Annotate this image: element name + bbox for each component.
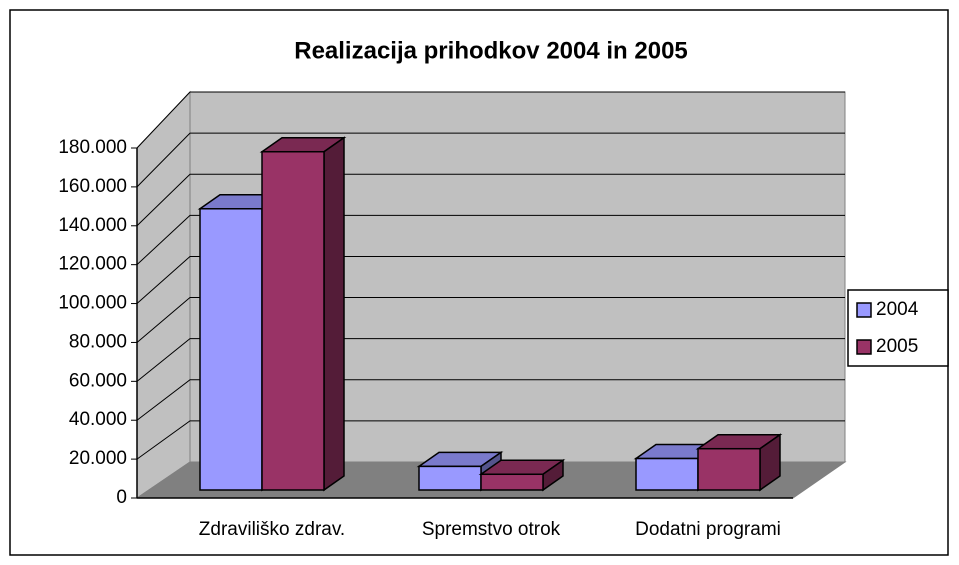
- y-tick-label: 20.000: [69, 448, 127, 469]
- x-tick-label: Spremstvo otrok: [422, 519, 561, 540]
- y-tick-label: 0: [116, 487, 127, 508]
- legend-label: 2004: [876, 299, 919, 320]
- y-tick-label: 180.000: [58, 137, 127, 158]
- bar: [480, 473, 544, 491]
- bar: [199, 208, 263, 491]
- y-tick-label: 100.000: [58, 293, 127, 314]
- bar: [635, 457, 699, 491]
- grid-line: [136, 173, 845, 227]
- y-tick-label: 40.000: [69, 409, 127, 430]
- bar: [418, 465, 482, 491]
- y-tick-label: 60.000: [69, 370, 127, 391]
- grid-line: [136, 91, 845, 149]
- grid-line: [136, 420, 845, 460]
- grid-line: [136, 338, 845, 382]
- bar: [261, 150, 325, 491]
- legend-label: 2005: [876, 336, 918, 357]
- y-tick-label: 120.000: [58, 254, 127, 275]
- grid-line: [136, 214, 845, 266]
- y-tick-label: 140.000: [58, 215, 127, 236]
- y-tick-label: 80.000: [69, 331, 127, 352]
- y-tick-label: 160.000: [58, 176, 127, 197]
- bar-side: [323, 136, 345, 492]
- legend-swatch: [856, 302, 872, 318]
- legend-swatch: [856, 339, 872, 355]
- grid-line: [136, 379, 845, 421]
- bar: [697, 447, 761, 491]
- side-wall: [136, 90, 191, 499]
- grid-line: [136, 255, 845, 304]
- x-tick-label: Zdraviliško zdrav.: [199, 519, 345, 540]
- grid-line: [136, 297, 845, 343]
- x-tick-label: Dodatni programi: [635, 519, 781, 540]
- chart-title: Realizacija prihodkov 2004 in 2005: [294, 37, 688, 64]
- grid-line: [136, 132, 845, 188]
